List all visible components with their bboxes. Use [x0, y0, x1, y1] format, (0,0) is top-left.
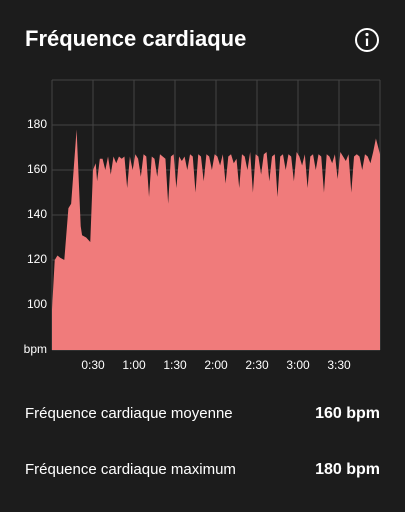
plot: bpm 100 120 140 160 180 0:30 1:00 1:30 2:00 2:30 3:…: [24, 79, 381, 372]
x-tick-label: 2:30: [245, 358, 269, 372]
stat-label: Fréquence cardiaque maximum: [25, 461, 236, 478]
y-tick-label: 140: [27, 207, 47, 221]
stat-label: Fréquence cardiaque moyenne: [25, 405, 233, 422]
x-tick-label: 1:30: [163, 358, 187, 372]
y-tick-label: 180: [27, 117, 47, 131]
y-tick-label: bpm: [24, 342, 47, 356]
page-title: Fréquence cardiaque: [25, 26, 246, 51]
x-tick-label: 3:00: [286, 358, 310, 372]
x-tick-label: 0:30: [81, 358, 105, 372]
info-dot: [365, 32, 369, 37]
x-tick-label: 1:00: [122, 358, 146, 372]
x-tick-label: 3:30: [327, 358, 351, 372]
info-button[interactable]: [355, 28, 379, 52]
y-tick-label: 160: [27, 162, 47, 176]
y-tick-label: 100: [27, 297, 47, 311]
stat-value: 180 bpm: [315, 461, 380, 478]
y-tick-label: 120: [27, 252, 47, 266]
stat-value: 160 bpm: [315, 405, 380, 422]
x-tick-label: 2:00: [204, 358, 228, 372]
heart-rate-area: [52, 129, 380, 350]
info-icon[interactable]: [355, 28, 379, 52]
